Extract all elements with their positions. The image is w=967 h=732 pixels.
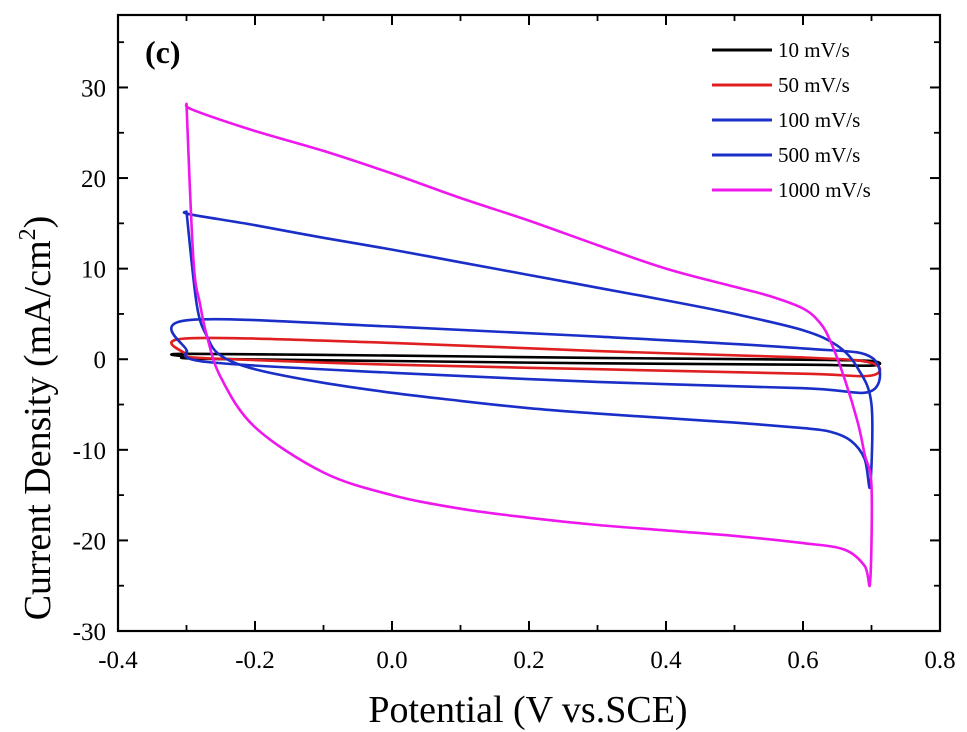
x-tick-label: -0.4 [98, 647, 138, 674]
y-tick-label: -20 [73, 528, 106, 555]
x-tick-label: 0.6 [787, 647, 818, 674]
x-tick-label: 0.0 [376, 647, 407, 674]
axis-ticks [117, 15, 941, 632]
x-tick-label: 0.4 [650, 647, 682, 674]
series-layer [170, 102, 882, 588]
series-line [170, 352, 882, 368]
y-tick-label: -30 [73, 619, 106, 646]
x-tick-label: -0.2 [235, 647, 275, 674]
legend-label: 1000 mV/s [778, 178, 871, 202]
y-axis-title-close: ) [17, 216, 59, 229]
series-line [170, 317, 882, 395]
y-tick-label: 30 [81, 75, 106, 102]
x-axis-title: Potential (V vs.SCE) [368, 689, 687, 731]
series-line [182, 210, 874, 490]
tick-labels: -0.4 -0.2 0.0 0.2 0.4 0.6 0.8 -30 -20 -10 0 10 20 30 [73, 75, 956, 674]
legend-label: 100 mV/s [778, 108, 860, 132]
legend-label: 500 mV/s [778, 143, 860, 167]
series-line [184, 102, 874, 588]
legend-label: 50 mV/s [778, 73, 850, 97]
y-tick-label: 20 [81, 166, 106, 193]
legend-label: 10 mV/s [778, 38, 850, 62]
x-tick-label: 0.2 [513, 647, 544, 674]
x-tick-label: 0.8 [924, 647, 955, 674]
y-tick-label: 0 [94, 347, 107, 374]
y-tick-label: -10 [73, 438, 106, 465]
y-tick-label: 10 [81, 257, 106, 284]
y-axis-title-sup: 2 [15, 228, 41, 240]
y-axis-title-main: Current Density (mA/cm [17, 240, 59, 620]
y-axis-title: Current Density (mA/cm2) [15, 216, 59, 621]
legend: 10 mV/s 50 mV/s 100 mV/s 500 mV/s 1000 mV/s [712, 38, 871, 202]
panel-label: (c) [145, 34, 181, 70]
